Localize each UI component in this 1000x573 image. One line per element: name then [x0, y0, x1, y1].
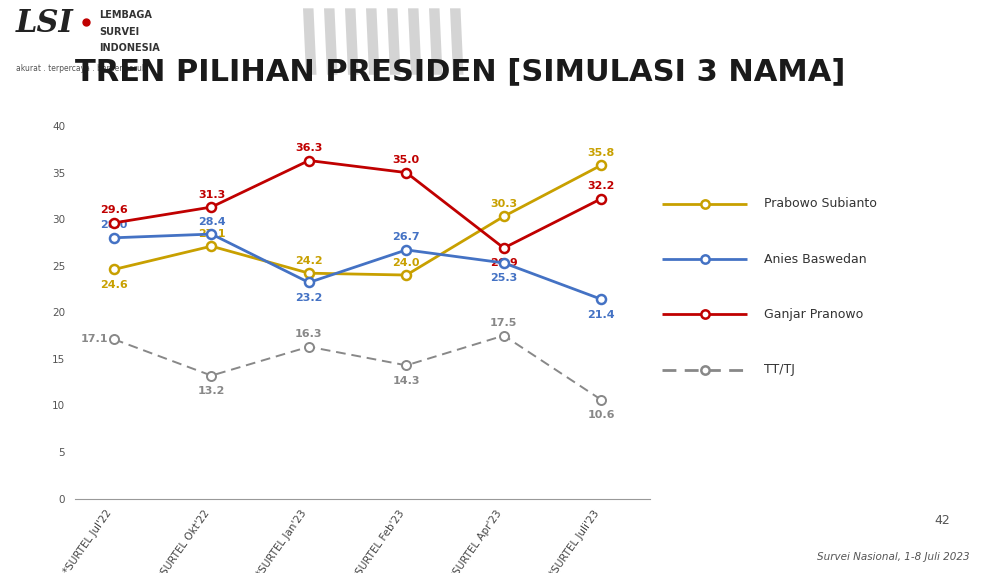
Text: Prabowo Subianto: Prabowo Subianto [764, 197, 877, 210]
TT/TJ [303, 343, 315, 350]
Text: 27.1: 27.1 [198, 229, 225, 239]
Text: TT/TJ: TT/TJ [764, 363, 795, 376]
Text: 13.2: 13.2 [198, 386, 225, 396]
Text: 32.2: 32.2 [588, 181, 615, 191]
Text: Ganjar Pranowo: Ganjar Pranowo [764, 308, 863, 321]
Text: akurat . terpercaya . berpengaruh: akurat . terpercaya . berpengaruh [16, 64, 147, 73]
Text: 30.3: 30.3 [490, 199, 517, 209]
TT/TJ [205, 372, 217, 379]
Polygon shape [429, 8, 442, 75]
Ganjar Pranowo [303, 157, 315, 164]
Line: Ganjar Pranowo: Ganjar Pranowo [109, 156, 606, 253]
Polygon shape [387, 8, 400, 75]
Text: 21.4: 21.4 [587, 309, 615, 320]
Text: 25.3: 25.3 [490, 273, 517, 283]
Text: 14.3: 14.3 [393, 376, 420, 386]
TT/TJ [595, 397, 607, 403]
Anies Baswedan [498, 260, 510, 266]
Prabowo Subianto [400, 272, 412, 278]
Polygon shape [366, 8, 380, 75]
Anies Baswedan [108, 234, 120, 241]
Anies Baswedan [595, 296, 607, 303]
Polygon shape [408, 8, 422, 75]
Ganjar Pranowo [498, 245, 510, 252]
Text: 35.0: 35.0 [393, 155, 420, 165]
Anies Baswedan [303, 279, 315, 286]
Prabowo Subianto [108, 266, 120, 273]
Prabowo Subianto [205, 243, 217, 250]
Ganjar Pranowo [108, 219, 120, 226]
Text: 16.3: 16.3 [295, 329, 323, 339]
Prabowo Subianto [498, 213, 510, 220]
Text: LSI: LSI [16, 8, 74, 39]
Text: 26.7: 26.7 [393, 233, 420, 242]
Text: Anies Baswedan: Anies Baswedan [764, 253, 867, 266]
TT/TJ [108, 336, 120, 343]
Text: 10.6: 10.6 [588, 410, 615, 420]
Text: SURVEI: SURVEI [99, 26, 139, 37]
Text: 24.6: 24.6 [100, 280, 128, 290]
TT/TJ [400, 362, 412, 369]
Text: INDONESIA: INDONESIA [99, 43, 160, 53]
Text: 23.2: 23.2 [295, 293, 323, 303]
Ganjar Pranowo [595, 195, 607, 202]
Ganjar Pranowo [400, 169, 412, 176]
Text: 17.5: 17.5 [490, 318, 518, 328]
Prabowo Subianto [303, 270, 315, 277]
Text: 17.1: 17.1 [81, 334, 108, 344]
Text: 28.0: 28.0 [100, 220, 128, 230]
Text: Survei Nasional, 1-8 Juli 2023: Survei Nasional, 1-8 Juli 2023 [817, 552, 970, 562]
Line: Prabowo Subianto: Prabowo Subianto [109, 160, 606, 280]
Anies Baswedan [400, 246, 412, 253]
Polygon shape [324, 8, 338, 75]
Text: 24.2: 24.2 [295, 256, 323, 266]
Text: 42: 42 [934, 514, 950, 527]
TT/TJ [498, 332, 510, 339]
Text: TREN PILIHAN PRESIDEN [SIMULASI 3 NAMA]: TREN PILIHAN PRESIDEN [SIMULASI 3 NAMA] [75, 57, 845, 86]
Text: 28.4: 28.4 [198, 217, 225, 226]
Text: 26.9: 26.9 [490, 258, 518, 268]
Polygon shape [303, 8, 316, 75]
Anies Baswedan [205, 231, 217, 238]
Text: 24.0: 24.0 [393, 257, 420, 268]
Polygon shape [450, 8, 464, 75]
Text: 31.3: 31.3 [198, 190, 225, 199]
Line: Anies Baswedan: Anies Baswedan [109, 230, 606, 304]
Text: 29.6: 29.6 [100, 205, 128, 215]
Polygon shape [345, 8, 358, 75]
Prabowo Subianto [595, 162, 607, 168]
Text: 35.8: 35.8 [588, 148, 615, 158]
Text: LEMBAGA: LEMBAGA [99, 10, 152, 20]
Line: TT/TJ: TT/TJ [109, 331, 606, 405]
Text: 36.3: 36.3 [295, 143, 323, 153]
Ganjar Pranowo [205, 203, 217, 210]
